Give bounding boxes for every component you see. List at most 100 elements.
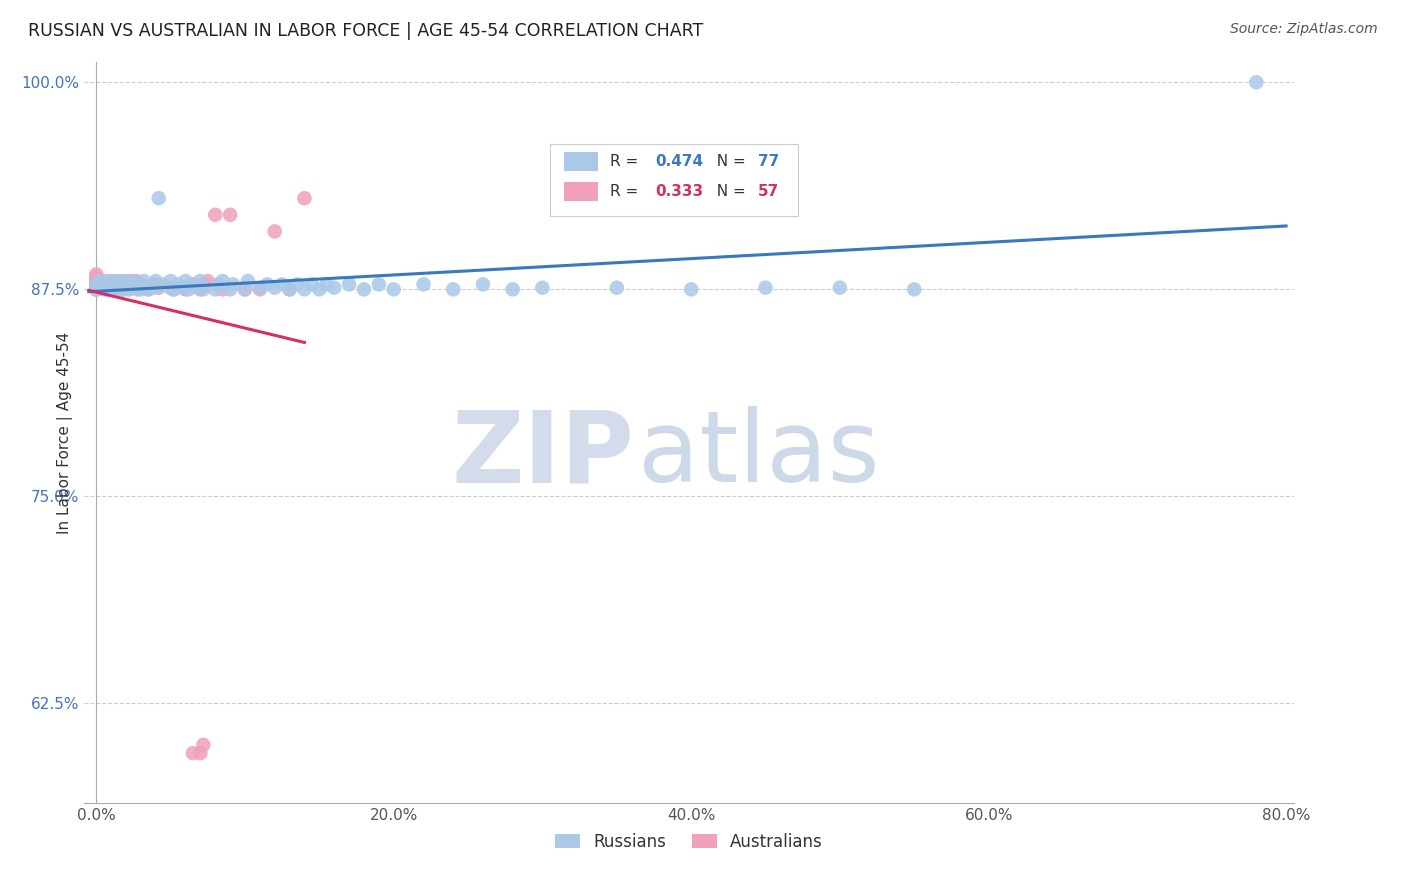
Point: [103, 282, 125, 296]
Point: [186, 281, 208, 295]
Point: [105, 282, 128, 296]
Point: [1246, 75, 1268, 89]
Point: [337, 277, 360, 292]
Point: [754, 281, 776, 295]
Point: [278, 282, 301, 296]
Text: N =: N =: [707, 154, 751, 169]
Point: [167, 277, 190, 292]
Point: [107, 281, 129, 295]
Point: [197, 274, 219, 288]
Point: [263, 224, 285, 238]
Point: [301, 277, 323, 292]
Point: [145, 274, 167, 288]
Point: [219, 208, 242, 222]
Point: [233, 282, 256, 296]
Point: [91, 277, 114, 292]
Point: [98, 281, 121, 295]
Point: [84, 282, 107, 296]
Point: [263, 281, 285, 295]
Point: [84, 274, 107, 288]
Point: [190, 746, 212, 760]
Point: [84, 281, 107, 295]
Point: [181, 746, 204, 760]
Point: [148, 191, 170, 205]
Point: [148, 281, 170, 295]
Point: [94, 277, 117, 292]
Point: [96, 282, 118, 296]
Point: [249, 282, 271, 296]
Point: [828, 281, 851, 295]
Point: [249, 281, 271, 295]
FancyBboxPatch shape: [564, 152, 599, 171]
Point: [115, 281, 138, 295]
FancyBboxPatch shape: [550, 144, 797, 217]
Point: [112, 282, 135, 296]
Point: [193, 282, 215, 296]
Point: [233, 282, 256, 296]
Point: [110, 274, 132, 288]
Point: [104, 277, 127, 292]
Point: [93, 274, 115, 288]
Point: [90, 281, 112, 295]
Point: [118, 282, 141, 296]
Point: [125, 277, 148, 292]
Point: [172, 281, 194, 295]
Point: [129, 282, 152, 296]
Text: 0.474: 0.474: [655, 154, 703, 169]
Point: [122, 281, 145, 295]
Point: [84, 277, 107, 292]
Point: [353, 282, 375, 296]
FancyBboxPatch shape: [564, 182, 599, 201]
Point: [127, 282, 149, 296]
Point: [84, 282, 107, 296]
Point: [112, 282, 135, 296]
Point: [97, 282, 120, 296]
Point: [308, 282, 330, 296]
Point: [211, 274, 233, 288]
Point: [367, 277, 389, 292]
Point: [84, 277, 107, 292]
Point: [84, 277, 107, 292]
Point: [84, 282, 107, 296]
Point: [271, 277, 294, 292]
Point: [115, 274, 138, 288]
Point: [145, 281, 167, 295]
Point: [100, 281, 122, 295]
Point: [159, 281, 181, 295]
Point: [294, 282, 316, 296]
Point: [108, 281, 131, 295]
Point: [256, 277, 278, 292]
Point: [93, 281, 115, 295]
Point: [236, 274, 259, 288]
Point: [531, 281, 554, 295]
Text: ZIP: ZIP: [451, 407, 634, 503]
Point: [98, 274, 121, 288]
Point: [174, 274, 197, 288]
Point: [219, 282, 242, 296]
Point: [84, 281, 107, 295]
Point: [502, 282, 524, 296]
Legend: Russians, Australians: Russians, Australians: [548, 826, 830, 857]
Point: [100, 274, 122, 288]
Text: R =: R =: [610, 154, 644, 169]
Point: [162, 282, 184, 296]
Point: [204, 208, 226, 222]
Point: [181, 277, 204, 292]
Point: [207, 277, 229, 292]
Point: [181, 277, 204, 292]
Y-axis label: In Labor Force | Age 45-54: In Labor Force | Age 45-54: [58, 332, 73, 533]
Point: [190, 282, 212, 296]
Point: [222, 277, 245, 292]
Point: [606, 281, 628, 295]
Point: [89, 274, 111, 288]
Point: [412, 277, 434, 292]
Point: [132, 281, 155, 295]
Point: [323, 281, 346, 295]
Point: [142, 277, 165, 292]
Point: [162, 282, 184, 296]
Point: [100, 277, 122, 292]
Point: [84, 281, 107, 295]
Point: [121, 277, 143, 292]
Point: [129, 277, 152, 292]
Text: 0.333: 0.333: [655, 184, 703, 199]
